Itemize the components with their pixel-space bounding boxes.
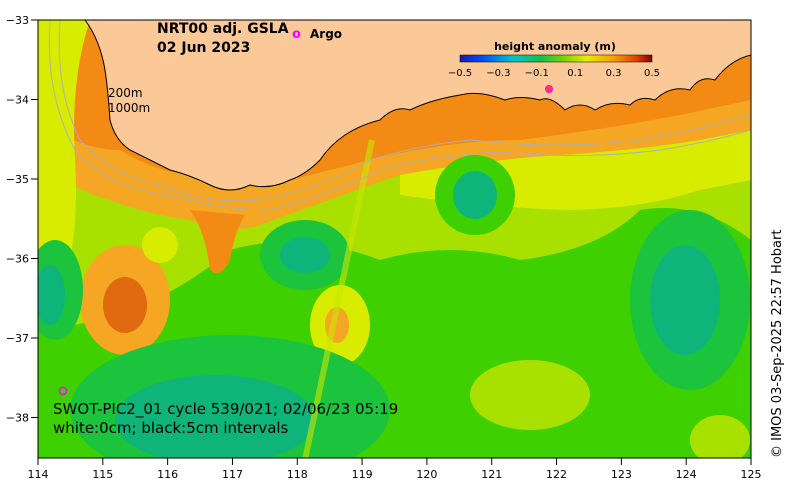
argo-legend-label: Argo	[310, 27, 342, 41]
anomaly-west-yellow	[38, 20, 90, 310]
y-tick-label: −35	[6, 173, 29, 186]
anomaly-patch	[142, 227, 178, 263]
map-field	[38, 20, 751, 458]
colorbar-tick-label: 0.3	[606, 68, 622, 79]
x-tick-label: 122	[546, 468, 567, 481]
x-tick-label: 120	[416, 468, 437, 481]
x-tick-label: 117	[222, 468, 243, 481]
colorbar-tick-label: −0.5	[448, 68, 472, 79]
x-tick-label: 123	[611, 468, 632, 481]
map-date: 02 Jun 2023	[157, 40, 250, 56]
anomaly-patch	[470, 360, 590, 430]
x-tick-label: 124	[676, 468, 697, 481]
isobath-1000m-label: 1000m	[108, 101, 150, 115]
warm-eddy-core	[103, 277, 147, 333]
y-axis: −33 −34 −35 −36 −37 −38	[6, 14, 38, 425]
anomaly-patch	[690, 415, 750, 458]
colorbar-ticks: −0.5 −0.3 −0.1 0.1 0.3 0.5	[448, 68, 660, 79]
y-tick-label: −34	[6, 94, 29, 107]
argo-float-marker	[58, 386, 68, 396]
x-tick-label: 118	[287, 468, 308, 481]
colorbar-tick-label: −0.1	[525, 68, 549, 79]
x-tick-label: 121	[481, 468, 502, 481]
colorbar-tick-label: −0.3	[486, 68, 510, 79]
x-tick-label: 115	[92, 468, 113, 481]
cold-eddy-west-core	[38, 265, 65, 325]
y-tick-label: −37	[6, 332, 29, 345]
isobath-1000m	[48, 20, 751, 211]
land-mass	[84, 20, 751, 191]
colorbar-tick-label: 0.5	[644, 68, 660, 79]
map-title: NRT00 adj. GSLA	[157, 21, 289, 37]
argo-float-marker	[545, 85, 553, 93]
x-axis: 114 115 116 117 118 119 120 121 122 123 124 125	[28, 458, 762, 481]
warm-tongue	[190, 210, 245, 274]
cold-eddy-east-core	[453, 171, 497, 219]
copyright-credit: © IMOS 03-Sep-2025 22:57 Hobart	[770, 230, 785, 458]
colorbar-title: height anomaly (m)	[494, 40, 616, 53]
swot-track	[302, 139, 375, 458]
x-tick-label: 125	[741, 468, 762, 481]
colorbar	[459, 54, 653, 63]
cold-area-south-core	[115, 375, 315, 458]
isobath-200m	[58, 20, 751, 202]
x-tick-label: 119	[352, 468, 373, 481]
y-tick-label: −38	[6, 412, 29, 425]
y-tick-label: −33	[6, 14, 29, 27]
x-tick-label: 114	[28, 468, 49, 481]
cold-eddy-center-core	[280, 237, 330, 273]
y-tick-label: −36	[6, 253, 29, 266]
map-frame	[37, 19, 752, 459]
swot-contour-info: white:0cm; black:5cm intervals	[53, 419, 289, 437]
cold-eddy-far-east-core	[650, 245, 720, 355]
swot-pass-info: SWOT-PIC2_01 cycle 539/021; 02/06/23 05:…	[53, 400, 398, 419]
colorbar-tick-label: 0.1	[567, 68, 583, 79]
argo-legend-symbol: o	[292, 27, 301, 42]
isobath-200m-label: 200m	[108, 86, 143, 100]
x-tick-label: 116	[157, 468, 178, 481]
